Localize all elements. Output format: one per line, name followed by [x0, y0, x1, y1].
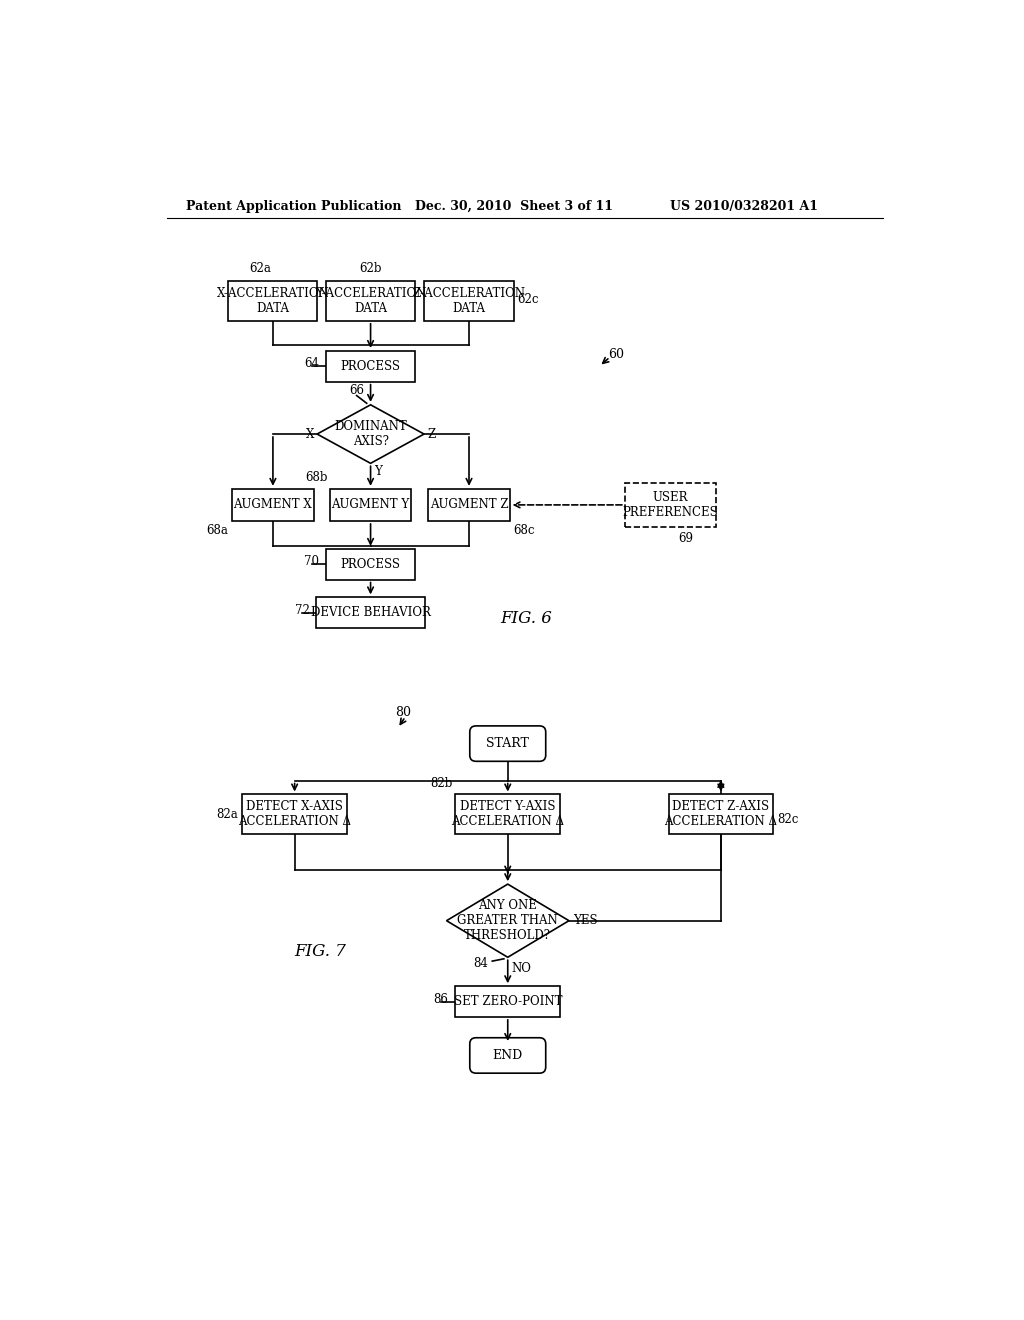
Text: 68a: 68a — [207, 524, 228, 537]
Text: 69: 69 — [678, 532, 693, 545]
Text: START: START — [486, 737, 529, 750]
Text: 82a: 82a — [217, 808, 239, 821]
Text: 82b: 82b — [431, 777, 453, 791]
Text: X-ACCELERATION
DATA: X-ACCELERATION DATA — [216, 286, 330, 315]
Text: FIG. 6: FIG. 6 — [500, 610, 552, 627]
FancyBboxPatch shape — [424, 281, 514, 321]
Text: 68c: 68c — [514, 524, 536, 537]
FancyBboxPatch shape — [456, 986, 560, 1016]
Text: DOMINANT
AXIS?: DOMINANT AXIS? — [334, 420, 407, 447]
Text: USER
PREFERENCES: USER PREFERENCES — [623, 491, 719, 519]
Text: AUGMENT X: AUGMENT X — [233, 499, 312, 511]
Text: 72: 72 — [295, 603, 309, 616]
Text: Y-ACCELERATION
DATA: Y-ACCELERATION DATA — [315, 286, 426, 315]
Text: FIG. 7: FIG. 7 — [295, 942, 346, 960]
Text: Z: Z — [427, 428, 435, 441]
Text: YES: YES — [572, 915, 597, 927]
Text: DEVICE BEHAVIOR: DEVICE BEHAVIOR — [310, 606, 430, 619]
Text: 62a: 62a — [250, 261, 271, 275]
Text: US 2010/0328201 A1: US 2010/0328201 A1 — [671, 199, 818, 213]
Text: 80: 80 — [395, 706, 412, 719]
FancyBboxPatch shape — [669, 795, 773, 834]
FancyBboxPatch shape — [470, 1038, 546, 1073]
Text: DETECT Z-AXIS
ACCELERATION Δ: DETECT Z-AXIS ACCELERATION Δ — [665, 800, 777, 829]
Text: Z-ACCELERATION
DATA: Z-ACCELERATION DATA — [413, 286, 525, 315]
Text: 66: 66 — [349, 384, 364, 397]
Text: DETECT Y-AXIS
ACCELERATION Δ: DETECT Y-AXIS ACCELERATION Δ — [452, 800, 564, 829]
Text: 86: 86 — [434, 993, 449, 1006]
FancyBboxPatch shape — [625, 483, 716, 527]
Text: 84: 84 — [473, 957, 487, 970]
Polygon shape — [317, 405, 424, 463]
FancyBboxPatch shape — [232, 488, 313, 521]
Text: Y: Y — [374, 465, 382, 478]
FancyBboxPatch shape — [470, 726, 546, 762]
Text: Patent Application Publication: Patent Application Publication — [186, 199, 401, 213]
Text: 68b: 68b — [305, 471, 328, 484]
Text: END: END — [493, 1049, 523, 1063]
Text: 60: 60 — [608, 348, 625, 362]
FancyBboxPatch shape — [428, 488, 510, 521]
Text: DETECT X-AXIS
ACCELERATION Δ: DETECT X-AXIS ACCELERATION Δ — [239, 800, 351, 829]
FancyBboxPatch shape — [326, 351, 415, 381]
Text: Dec. 30, 2010  Sheet 3 of 11: Dec. 30, 2010 Sheet 3 of 11 — [415, 199, 612, 213]
Text: ANY ONE
GREATER THAN
THRESHOLD?: ANY ONE GREATER THAN THRESHOLD? — [458, 899, 558, 942]
FancyBboxPatch shape — [228, 281, 317, 321]
Polygon shape — [446, 884, 569, 957]
Text: 62c: 62c — [517, 293, 539, 306]
Text: NO: NO — [512, 961, 531, 974]
Text: 70: 70 — [304, 556, 319, 569]
Text: X: X — [306, 428, 314, 441]
FancyBboxPatch shape — [316, 598, 425, 628]
Text: 82c: 82c — [777, 813, 799, 825]
FancyBboxPatch shape — [326, 549, 415, 579]
Text: PROCESS: PROCESS — [341, 557, 400, 570]
Text: SET ZERO-POINT: SET ZERO-POINT — [454, 995, 562, 1008]
Text: PROCESS: PROCESS — [341, 360, 400, 372]
Text: AUGMENT Z: AUGMENT Z — [430, 499, 508, 511]
Text: 64: 64 — [304, 358, 319, 371]
FancyBboxPatch shape — [326, 281, 415, 321]
FancyBboxPatch shape — [243, 795, 347, 834]
FancyBboxPatch shape — [330, 488, 412, 521]
Text: AUGMENT Y: AUGMENT Y — [332, 499, 410, 511]
FancyBboxPatch shape — [456, 795, 560, 834]
Text: 62b: 62b — [359, 261, 382, 275]
